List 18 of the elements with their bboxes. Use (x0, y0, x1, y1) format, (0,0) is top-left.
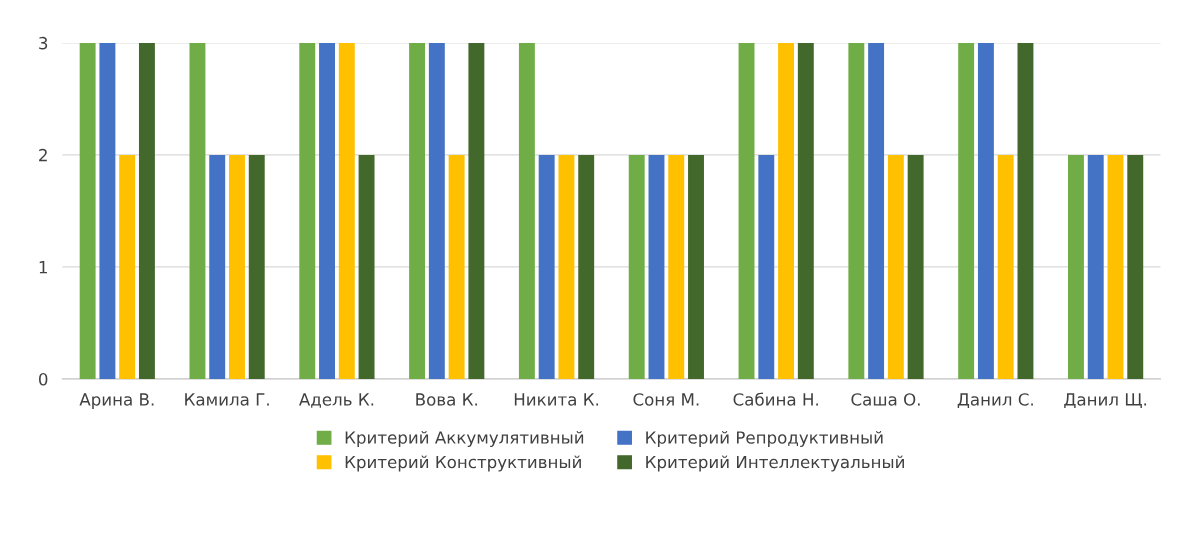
x-tick-label: Данил С. (957, 393, 1033, 409)
legend-label: Критерий Конструктивный (345, 455, 581, 472)
x-tick-label: Камила Г. (185, 393, 269, 406)
legend-label: Критерий Аккумулятивный (345, 431, 584, 448)
y-tick-label: 3 (39, 36, 48, 50)
x-tick-label: Адель К. (299, 393, 374, 408)
legend-label: Критерий Интеллектуальный (646, 455, 904, 472)
y-tick-label: 1 (39, 261, 47, 274)
x-tick-label: Саша О. (851, 393, 920, 406)
x-tick-label: Соня М. (633, 393, 699, 406)
x-tick-label: Арина В. (79, 393, 154, 409)
x-tick-label: Никита К. (514, 393, 599, 406)
y-tick-label: 2 (39, 148, 47, 162)
legend-label: Критерий Репродуктивный (646, 431, 883, 448)
x-tick-label: Данил Щ. (1064, 393, 1147, 409)
x-tick-label: Сабина Н. (733, 392, 818, 406)
x-tick-label: Вова К. (416, 393, 477, 406)
y-tick-label: 0 (38, 372, 48, 386)
